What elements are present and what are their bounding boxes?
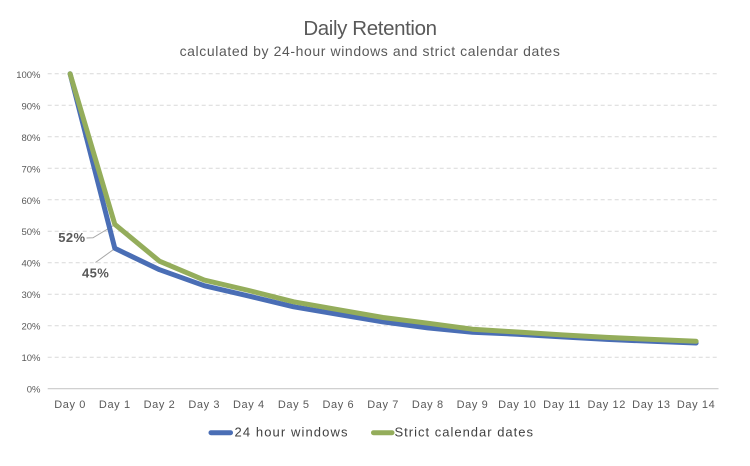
svg-text:Day 7: Day 7: [367, 399, 399, 411]
svg-text:Day 4: Day 4: [233, 399, 265, 411]
svg-text:20%: 20%: [21, 322, 41, 333]
svg-text:0%: 0%: [27, 385, 41, 396]
svg-text:Day 3: Day 3: [188, 399, 220, 411]
svg-text:52%: 52%: [58, 230, 85, 245]
svg-text:Day 13: Day 13: [632, 399, 670, 411]
svg-text:Day 9: Day 9: [457, 399, 489, 411]
svg-text:Day 2: Day 2: [144, 399, 176, 411]
svg-text:Day 10: Day 10: [498, 399, 536, 411]
svg-text:Day 0: Day 0: [54, 399, 86, 411]
svg-text:100%: 100%: [16, 70, 41, 81]
svg-text:Day 11: Day 11: [543, 399, 581, 411]
svg-text:30%: 30%: [21, 290, 41, 301]
svg-text:40%: 40%: [21, 259, 41, 270]
svg-text:10%: 10%: [21, 353, 41, 364]
svg-text:Day 1: Day 1: [99, 399, 131, 411]
svg-text:70%: 70%: [21, 164, 41, 175]
svg-text:calculated by 24-hour windows: calculated by 24-hour windows and strict…: [180, 43, 561, 59]
svg-text:Day 14: Day 14: [677, 399, 715, 411]
svg-text:45%: 45%: [82, 266, 109, 281]
svg-text:80%: 80%: [21, 133, 41, 144]
svg-text:Strict calendar dates: Strict calendar dates: [395, 424, 535, 439]
svg-text:60%: 60%: [21, 196, 41, 207]
svg-text:Day 5: Day 5: [278, 399, 310, 411]
svg-text:Day 12: Day 12: [587, 399, 625, 411]
svg-text:Day 8: Day 8: [412, 399, 444, 411]
svg-text:Daily Retention: Daily Retention: [303, 17, 436, 40]
svg-text:50%: 50%: [21, 227, 41, 238]
svg-text:24 hour windows: 24 hour windows: [235, 424, 349, 439]
svg-text:Day 6: Day 6: [323, 399, 355, 411]
svg-text:90%: 90%: [21, 101, 41, 112]
